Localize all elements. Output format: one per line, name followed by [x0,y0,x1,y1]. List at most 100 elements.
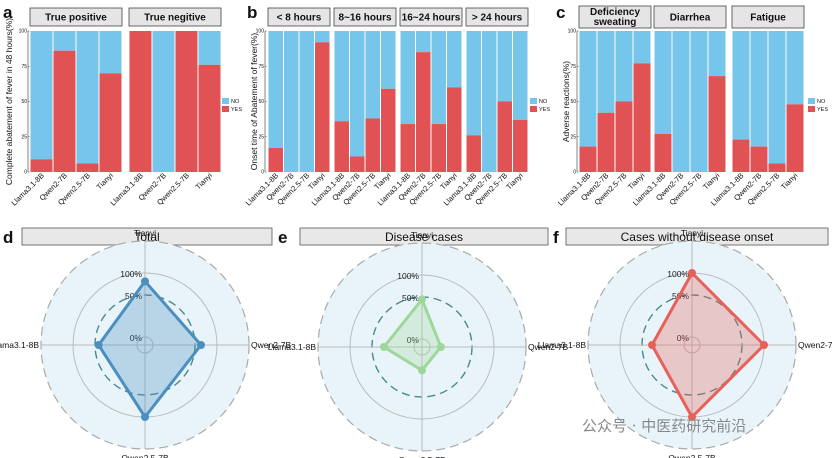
bar-yes [198,64,221,172]
y-tick-label: 75 [21,64,27,70]
facet-a-0: True positiveLlama3.1-8BQwen2-7BQwen2.5-… [9,7,123,207]
x-tick-label: Tianyi [701,171,722,192]
bar-yes [315,42,330,172]
radar-ring-label: 0% [407,335,420,345]
facet-label: Diarrhea [670,13,711,24]
facet-label: > 24 hours [472,13,523,24]
bar-yes [431,124,446,172]
bar-no [750,31,768,147]
facet-strip [465,7,529,27]
legend-b: NO YES [530,98,550,113]
y-axis-title-b: Onset time of Abatement of fever(%) [249,33,259,171]
y-tick-label: 0 [573,170,576,176]
bar-yes [334,121,349,172]
y-tick-label: 100 [568,29,577,35]
bar-yes [381,88,396,172]
bar-no [447,31,462,88]
legend-label-yes: YES [231,107,242,113]
legend-swatch-no [808,98,815,104]
radar-axis-label: Llama3.1-8B [538,340,587,350]
bar-yes [400,124,415,172]
facet-label: True negitive [144,13,206,24]
bar-yes [466,135,481,172]
legend-swatch-no [530,98,537,104]
bar-yes [99,73,122,172]
y-tick-label: 0 [24,170,27,176]
bar-yes [76,163,99,172]
panel-e: e Disease cases 100% 50% 0% Tianyi Qwen2-7B Qwe… [268,227,568,458]
facet-strip [128,7,222,27]
y-tick-label: 50 [570,99,576,105]
bar-no [334,31,349,122]
bar-no [786,31,804,105]
bar-no [299,31,314,172]
bar-no [381,31,396,89]
legend-label-no: NO [817,99,826,105]
panel-letter-b: b [247,3,257,22]
bar-no [579,31,597,147]
y-tick-label: 75 [258,64,264,70]
radar-point [688,269,696,277]
bar-yes [597,112,615,172]
radar-point [379,343,388,351]
radar-point [141,277,149,286]
bar-yes [416,52,431,172]
bar-no [76,31,99,164]
bar-yes [633,63,651,172]
radar-ring-label: 50% [402,293,419,303]
panel-letter-a: a [3,3,13,22]
radar-point [197,341,205,349]
bar-no [708,31,726,77]
y-tick-label: 25 [258,134,264,140]
panel-letter-c: c [556,3,565,22]
legend-swatch-yes [222,106,229,112]
legend-c: NO YES [808,98,828,113]
watermark-text: 公众号 · 中医药研究前沿 [582,417,746,435]
y-tick-label: 50 [21,99,27,105]
bar-no [466,31,481,136]
bar-no [268,31,283,149]
bar-no [672,31,690,172]
radar-point [94,341,103,349]
bar-no [284,31,299,172]
y-tick-label: 100 [256,29,265,35]
radar-point [141,413,149,421]
bar-no [768,31,786,164]
facet-strip [653,5,727,29]
legend-label-yes: YES [539,107,550,113]
bar-yes [350,156,365,172]
panel-d: dTotal100%50%0%TianyiQwen2-7BQwen2.5-7BL… [0,227,291,458]
panel-f: f Cases without disease onset100%50%0%Tia… [538,227,832,458]
bar-yes [129,31,152,172]
facet-label: 16~24 hours [402,13,461,24]
bar-yes [579,146,597,172]
radar-ring-label: 0% [677,333,690,343]
y-tick-label: 50 [258,99,264,105]
panel-letter-d: d [3,228,13,247]
bar-no [400,31,415,125]
x-tick-label: Tianyi [194,171,215,192]
radar-point [436,343,445,351]
bar-yes [497,101,512,172]
radar-point [688,413,696,421]
bar-no [431,31,446,125]
x-tick-label: Tianyi [95,171,116,192]
facet-c-0: DeficiencysweatingLlama3.1-8BQwen2-7BQwe… [556,5,652,207]
bar-no [482,31,497,172]
bar-no [198,31,221,65]
x-tick-label: Llama3.1-8B [9,171,45,207]
bar-no [690,31,708,172]
facet-strip [267,7,331,27]
radar-ring-label: 100% [120,269,142,279]
facet-label: < 8 hours [277,13,322,24]
bar-no [99,31,122,74]
y-axis-title-a: Complete abatement of fever in 48 hours(… [4,18,14,185]
legend-swatch-yes [808,106,815,112]
y-axis-title-c: Adverse reactions(%) [561,61,571,142]
panel-b: b Onset time of Abatement of fever(%)0 25 5… [244,3,551,207]
radar-axis-label: Qwen2-7B [798,340,832,350]
x-tick-label: Tianyi [779,171,800,192]
radar-ring-label: 100% [397,271,419,281]
facet-strip [29,7,123,27]
